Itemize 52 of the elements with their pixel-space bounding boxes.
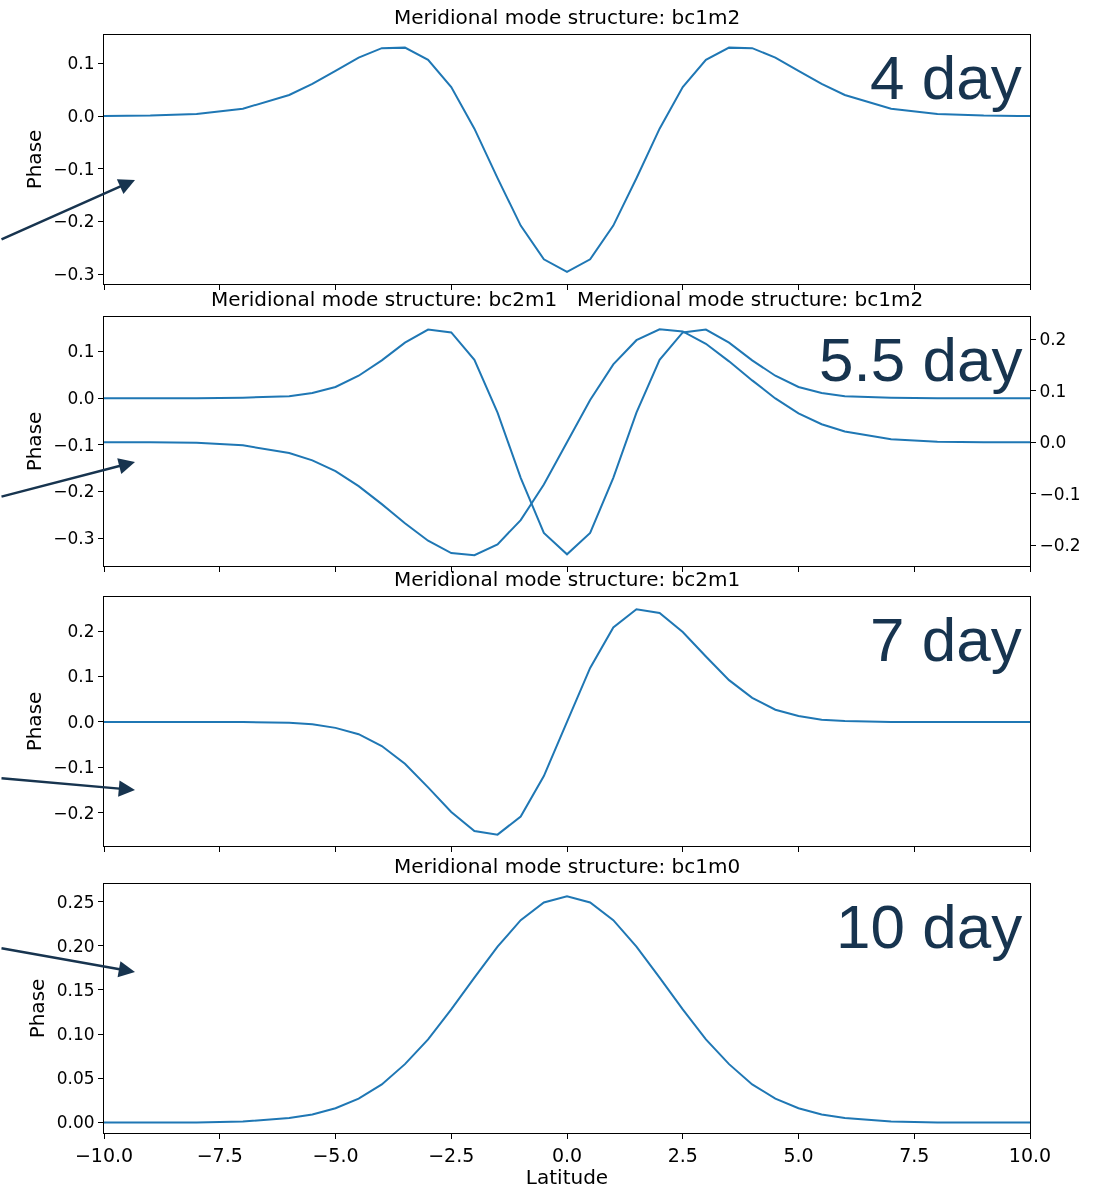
y-tick-label: 0.2 bbox=[67, 621, 95, 642]
x-tick-label: 5.0 bbox=[783, 1143, 814, 1166]
y2-tick-label: 0.2 bbox=[1039, 329, 1067, 350]
x-tick-label: −7.5 bbox=[196, 1143, 243, 1166]
y-tick-label: −0.1 bbox=[53, 757, 95, 778]
y-tick-label: −0.1 bbox=[53, 434, 95, 455]
annotation: 4 day bbox=[870, 43, 1022, 112]
x-axis-title: Latitude bbox=[525, 1165, 609, 1189]
annotation: 5.5 day bbox=[819, 325, 1023, 394]
annotation: 7 day bbox=[870, 605, 1022, 674]
y-tick-label: 0.10 bbox=[56, 1024, 95, 1045]
y-tick-label: −0.1 bbox=[53, 158, 95, 179]
y2-tick-label: 0.1 bbox=[1039, 380, 1067, 401]
y-tick-label: 0.1 bbox=[67, 341, 95, 362]
chart-title: Meridional mode structure: bc2m1 bbox=[211, 287, 558, 311]
x-tick-label: 2.5 bbox=[667, 1143, 698, 1166]
line-series bbox=[104, 608, 1030, 836]
y-tick-label: 0.1 bbox=[67, 53, 95, 74]
y-tick-label: −0.2 bbox=[53, 481, 95, 502]
x-tick-label: −2.5 bbox=[428, 1143, 475, 1166]
x-tick-label: 7.5 bbox=[899, 1143, 930, 1166]
y-axis-title: Phase bbox=[25, 978, 50, 1039]
x-tick-label: 0.0 bbox=[551, 1143, 583, 1166]
y2-tick-label: −0.2 bbox=[1039, 535, 1081, 556]
y-tick-label: 0.0 bbox=[67, 106, 95, 127]
chart-subtitle: Meridional mode structure: bc1m2 bbox=[577, 287, 924, 311]
y-tick-label: −0.2 bbox=[53, 211, 95, 232]
chart-title: Meridional mode structure: bc2m1 bbox=[394, 567, 741, 591]
y-tick-label: 0.25 bbox=[56, 891, 95, 912]
y-tick-label: 0.05 bbox=[56, 1068, 95, 1089]
x-tick-label: −10.0 bbox=[74, 1143, 134, 1166]
y-tick-label: −0.3 bbox=[53, 527, 95, 548]
y-tick-label: 0.0 bbox=[67, 711, 95, 732]
x-tick-label: −5.0 bbox=[312, 1143, 359, 1166]
y-tick-label: −0.3 bbox=[53, 263, 95, 284]
y-axis-title: Phase bbox=[21, 411, 46, 472]
chart-title: Meridional mode structure: bc1m2 bbox=[394, 5, 741, 29]
line-series bbox=[104, 46, 1030, 273]
y-tick-label: −0.2 bbox=[53, 802, 95, 823]
y-axis-title: Phase bbox=[21, 129, 46, 190]
y-tick-label: 0.15 bbox=[56, 979, 95, 1000]
chart-title: Meridional mode structure: bc1m0 bbox=[394, 854, 741, 878]
y-tick-label: 0.20 bbox=[56, 935, 95, 956]
y-tick-label: 0.1 bbox=[67, 666, 95, 687]
annotation: 10 day bbox=[836, 892, 1023, 961]
y-axis-title: Phase bbox=[21, 691, 46, 752]
line-series bbox=[104, 895, 1030, 1124]
y-tick-label: 0.00 bbox=[56, 1112, 95, 1133]
y2-tick-label: 0.0 bbox=[1039, 432, 1067, 453]
y2-tick-label: −0.1 bbox=[1039, 483, 1081, 504]
x-tick-label: 10.0 bbox=[1008, 1143, 1052, 1166]
y-tick-label: 0.0 bbox=[67, 388, 95, 409]
